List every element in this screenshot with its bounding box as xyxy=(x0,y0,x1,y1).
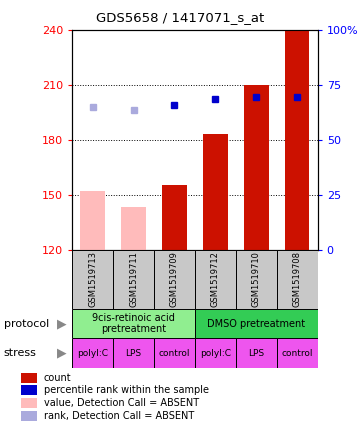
Bar xyxy=(21,411,37,421)
Text: GSM1519712: GSM1519712 xyxy=(211,251,220,307)
Bar xyxy=(162,185,187,250)
Text: GSM1519711: GSM1519711 xyxy=(129,251,138,307)
Text: protocol: protocol xyxy=(4,319,49,329)
Bar xyxy=(195,338,236,368)
Text: GSM1519710: GSM1519710 xyxy=(252,251,261,307)
Bar xyxy=(72,250,113,309)
Bar xyxy=(21,385,37,395)
Text: GSM1519708: GSM1519708 xyxy=(293,251,302,307)
Bar xyxy=(121,207,146,250)
Text: LPS: LPS xyxy=(248,349,264,358)
Text: GSM1519713: GSM1519713 xyxy=(88,251,97,307)
Bar xyxy=(277,338,318,368)
Bar xyxy=(72,309,195,338)
Bar xyxy=(285,30,309,250)
Text: polyI:C: polyI:C xyxy=(77,349,108,358)
Text: GSM1519709: GSM1519709 xyxy=(170,251,179,307)
Text: 9cis-retinoic acid
pretreatment: 9cis-retinoic acid pretreatment xyxy=(92,313,175,335)
Text: rank, Detection Call = ABSENT: rank, Detection Call = ABSENT xyxy=(44,411,194,421)
Text: stress: stress xyxy=(4,348,36,358)
Bar xyxy=(236,250,277,309)
Text: value, Detection Call = ABSENT: value, Detection Call = ABSENT xyxy=(44,398,199,408)
Text: ▶: ▶ xyxy=(57,317,66,330)
Bar xyxy=(72,338,113,368)
Bar xyxy=(154,338,195,368)
Bar xyxy=(113,250,154,309)
Text: control: control xyxy=(159,349,190,358)
Text: ▶: ▶ xyxy=(57,347,66,360)
Text: control: control xyxy=(282,349,313,358)
Bar xyxy=(21,398,37,408)
Text: percentile rank within the sample: percentile rank within the sample xyxy=(44,385,209,395)
Bar xyxy=(195,309,318,338)
Bar xyxy=(236,338,277,368)
Bar xyxy=(244,85,269,250)
Bar xyxy=(113,338,154,368)
Bar xyxy=(154,250,195,309)
Bar xyxy=(195,250,236,309)
Text: LPS: LPS xyxy=(126,349,142,358)
Text: DMSO pretreatment: DMSO pretreatment xyxy=(207,319,305,329)
Bar xyxy=(277,250,318,309)
Bar xyxy=(203,134,228,250)
Bar xyxy=(81,191,105,250)
Bar xyxy=(21,373,37,383)
Text: polyI:C: polyI:C xyxy=(200,349,231,358)
Text: GDS5658 / 1417071_s_at: GDS5658 / 1417071_s_at xyxy=(96,11,265,24)
Text: count: count xyxy=(44,373,71,383)
